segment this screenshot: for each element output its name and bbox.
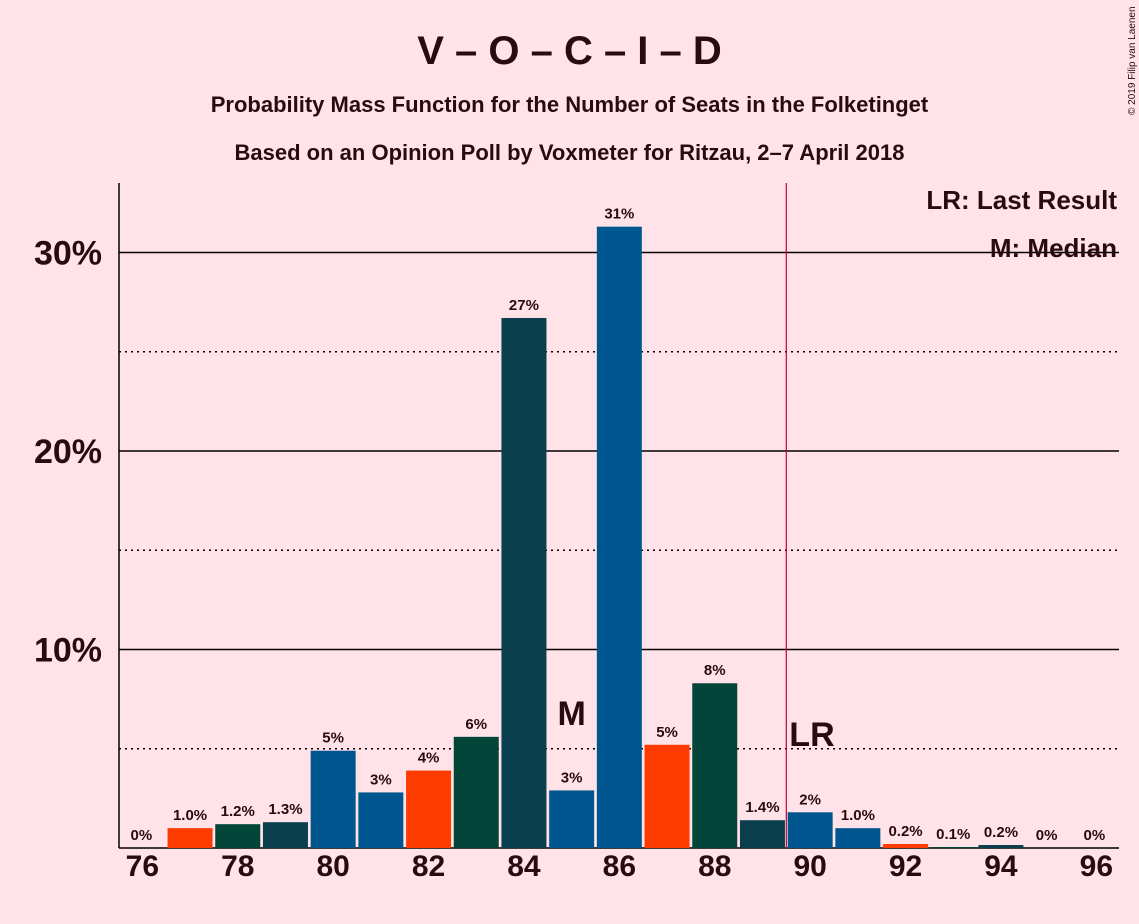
data-label-77: 1.0% bbox=[173, 807, 207, 824]
data-label-87: 5% bbox=[656, 724, 678, 741]
markers-group: LR M bbox=[557, 183, 835, 848]
chart-title: V – O – C – I – D bbox=[417, 29, 722, 73]
data-label-89: 1.4% bbox=[745, 799, 779, 816]
legend-entry-median: M: Median bbox=[990, 233, 1117, 263]
bar-91 bbox=[835, 828, 881, 848]
bar-87 bbox=[644, 744, 690, 848]
bar-79 bbox=[262, 822, 308, 848]
data-labels-group: 0% 1.0% 1.2% 1.3% 5% 3% 4% 6% 27% 3% 31% 5% 8% 1.4% 2%… bbox=[131, 206, 1106, 844]
x-tick-labels: 76 78 80 82 84 86 88 90 92 94 96 bbox=[126, 850, 1113, 883]
y-tick-label-20: 20% bbox=[34, 433, 102, 471]
y-tick-label-30: 30% bbox=[34, 234, 102, 272]
bar-89 bbox=[739, 820, 785, 848]
bar-90 bbox=[787, 812, 833, 848]
data-label-78: 1.2% bbox=[221, 803, 255, 820]
legend-entry-last-result: LR: Last Result bbox=[926, 185, 1117, 215]
bar-82 bbox=[406, 770, 452, 848]
last-result-marker: LR bbox=[789, 716, 834, 754]
x-tick-label-92: 92 bbox=[889, 850, 922, 883]
chart-subtitle-1: Probability Mass Function for the Number… bbox=[211, 92, 929, 117]
x-tick-label-96: 96 bbox=[1080, 850, 1113, 883]
bar-88 bbox=[692, 683, 738, 848]
data-label-86: 31% bbox=[604, 206, 634, 223]
bar-85 bbox=[549, 790, 595, 848]
data-label-84: 27% bbox=[509, 297, 539, 314]
chart-subtitle-2: Based on an Opinion Poll by Voxmeter for… bbox=[235, 140, 905, 165]
x-tick-label-76: 76 bbox=[126, 850, 159, 883]
data-label-94: 0.2% bbox=[984, 824, 1018, 841]
bar-94 bbox=[978, 845, 1024, 848]
bar-84 bbox=[501, 317, 547, 848]
bar-93 bbox=[930, 847, 976, 848]
data-label-79: 1.3% bbox=[268, 801, 302, 818]
bar-81 bbox=[358, 792, 404, 848]
x-tick-label-82: 82 bbox=[412, 850, 445, 883]
bar-92 bbox=[883, 844, 929, 848]
bar-86 bbox=[596, 226, 642, 849]
x-tick-label-78: 78 bbox=[221, 850, 254, 883]
data-label-83: 6% bbox=[465, 716, 487, 733]
bar-80 bbox=[310, 750, 356, 848]
copyright-note: © 2019 Filip van Laenen bbox=[1127, 6, 1138, 115]
data-label-81: 3% bbox=[370, 771, 392, 788]
data-label-80: 5% bbox=[322, 730, 344, 747]
data-label-85: 3% bbox=[561, 769, 583, 786]
data-label-90: 2% bbox=[799, 791, 821, 808]
x-tick-label-94: 94 bbox=[984, 850, 1018, 883]
x-tick-label-86: 86 bbox=[603, 850, 636, 883]
data-label-95: 0% bbox=[1036, 827, 1058, 844]
data-label-91: 1.0% bbox=[841, 807, 875, 824]
legend: LR: Last Result M: Median bbox=[926, 185, 1117, 263]
x-tick-label-80: 80 bbox=[316, 850, 349, 883]
data-label-92: 0.2% bbox=[888, 823, 922, 840]
bar-83 bbox=[453, 736, 499, 848]
x-tick-label-90: 90 bbox=[793, 850, 826, 883]
data-label-88: 8% bbox=[704, 662, 726, 679]
x-tick-label-84: 84 bbox=[507, 850, 541, 883]
data-label-76: 0% bbox=[131, 827, 153, 844]
median-marker: M bbox=[557, 695, 585, 733]
y-tick-labels: 10% 20% 30% bbox=[34, 234, 102, 669]
bar-77 bbox=[167, 828, 213, 848]
data-label-93: 0.1% bbox=[936, 826, 970, 843]
x-tick-label-88: 88 bbox=[698, 850, 731, 883]
bar-78 bbox=[215, 824, 261, 848]
bars-group bbox=[167, 226, 1024, 849]
data-label-82: 4% bbox=[418, 750, 440, 767]
data-label-96: 0% bbox=[1084, 827, 1106, 844]
y-tick-label-10: 10% bbox=[34, 631, 102, 669]
